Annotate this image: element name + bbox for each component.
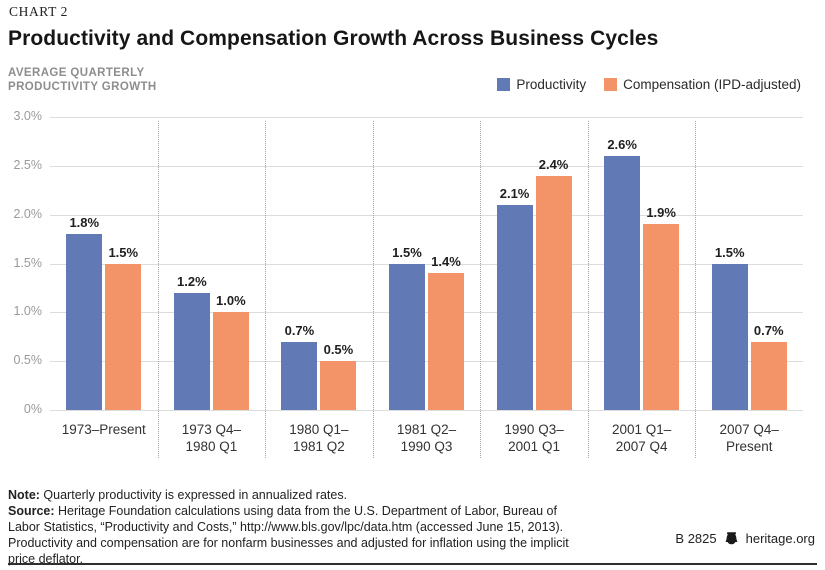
- gridline: [50, 214, 803, 216]
- gridline: [50, 312, 803, 314]
- compensation-bar: [428, 273, 464, 410]
- productivity-bar: [711, 263, 748, 410]
- bar-value-label: 0.7%: [753, 322, 784, 338]
- compensation-swatch-icon: [604, 78, 618, 91]
- legend-item-productivity: Productivity: [497, 77, 586, 92]
- bar-value-label: 1.4%: [431, 254, 461, 270]
- category-label: 1973 Q4– 1980 Q1: [181, 422, 241, 454]
- bar-value-label: 1.5%: [392, 244, 422, 260]
- group-separator: [480, 121, 482, 458]
- y-tick-label: 3.0%: [13, 109, 43, 123]
- bar-value-label: 2.6%: [607, 137, 637, 153]
- source-line: Source: Heritage Foundation calculations…: [8, 503, 586, 567]
- legend-label: Productivity: [516, 77, 587, 92]
- group-separator: [157, 121, 159, 458]
- productivity-bar: [281, 341, 318, 410]
- productivity-bar: [66, 234, 103, 410]
- gridline: [50, 263, 803, 265]
- productivity-bar: [496, 204, 533, 410]
- gridline: [50, 165, 803, 167]
- group-separator: [265, 121, 267, 458]
- y-tick-label: 0%: [23, 402, 42, 416]
- y-tick-label: 2.5%: [13, 157, 43, 172]
- category-label: 2007 Q4– Present: [719, 422, 779, 454]
- legend: Productivity Compensation (IPD-adjusted): [497, 77, 801, 92]
- footer-brand: B 2825 heritage.org: [675, 531, 815, 546]
- source-label: Source:: [8, 504, 55, 518]
- productivity-bar: [604, 156, 641, 410]
- category-label: 1990 Q3– 2001 Q1: [504, 422, 564, 454]
- compensation-bar: [535, 175, 572, 410]
- footer-site: heritage.org: [745, 531, 815, 546]
- chart-eyebrow: CHART 2: [9, 4, 69, 19]
- legend-label: Compensation (IPD-adjusted): [623, 77, 801, 92]
- y-tick-label: 1.0%: [13, 304, 43, 319]
- productivity-bar: [389, 263, 425, 410]
- bar-value-label: 0.5%: [323, 342, 354, 358]
- bar-value-label: 2.4%: [538, 156, 569, 172]
- gridline: [50, 410, 803, 411]
- productivity-bar: [173, 292, 210, 410]
- gridline: [50, 117, 803, 118]
- compensation-bar: [320, 361, 357, 410]
- bar-value-label: 0.7%: [284, 322, 315, 338]
- y-tick-label: 2.0%: [13, 206, 43, 221]
- bar-value-label: 1.0%: [216, 293, 246, 309]
- bar-value-label: 2.1%: [499, 185, 530, 201]
- footnotes: Note: Quarterly productivity is expresse…: [8, 487, 586, 567]
- productivity-swatch-icon: [497, 78, 511, 91]
- group-separator: [587, 121, 589, 458]
- page-title: Productivity and Compensation Growth Acr…: [8, 27, 659, 50]
- compensation-bar: [212, 312, 249, 410]
- note-line: Note: Quarterly productivity is expresse…: [8, 487, 586, 503]
- y-tick-label: 0.5%: [13, 353, 43, 368]
- group-separator: [372, 121, 374, 458]
- compensation-bar: [105, 263, 142, 410]
- category-label: 1980 Q1– 1981 Q2: [289, 422, 349, 454]
- bar-value-label: 1.8%: [69, 215, 100, 231]
- bar-value-label: 1.9%: [646, 205, 676, 221]
- category-label: 2001 Q1– 2007 Q4: [611, 422, 672, 454]
- bottom-rule: [8, 563, 817, 565]
- footer-id: B 2825: [675, 531, 717, 546]
- compensation-bar: [750, 341, 787, 410]
- bar-value-label: 1.5%: [714, 244, 745, 260]
- category-label: 1973–Present: [61, 422, 146, 437]
- source-text: Heritage Foundation calculations using d…: [8, 504, 569, 566]
- bar-value-label: 1.2%: [177, 273, 207, 289]
- note-label: Note:: [8, 488, 40, 502]
- liberty-bell-icon: [724, 531, 739, 546]
- group-separator: [695, 121, 697, 458]
- gridline: [50, 361, 803, 363]
- legend-item-compensation: Compensation (IPD-adjusted): [604, 77, 801, 92]
- note-text: Quarterly productivity is expressed in a…: [39, 488, 348, 502]
- compensation-bar: [643, 224, 680, 410]
- bar-value-label: 1.5%: [108, 244, 139, 260]
- y-axis-title: AVERAGE QUARTERLY PRODUCTIVITY GROWTH: [8, 67, 157, 93]
- category-label: 1981 Q2– 1990 Q3: [396, 422, 457, 454]
- y-tick-label: 1.5%: [13, 255, 43, 270]
